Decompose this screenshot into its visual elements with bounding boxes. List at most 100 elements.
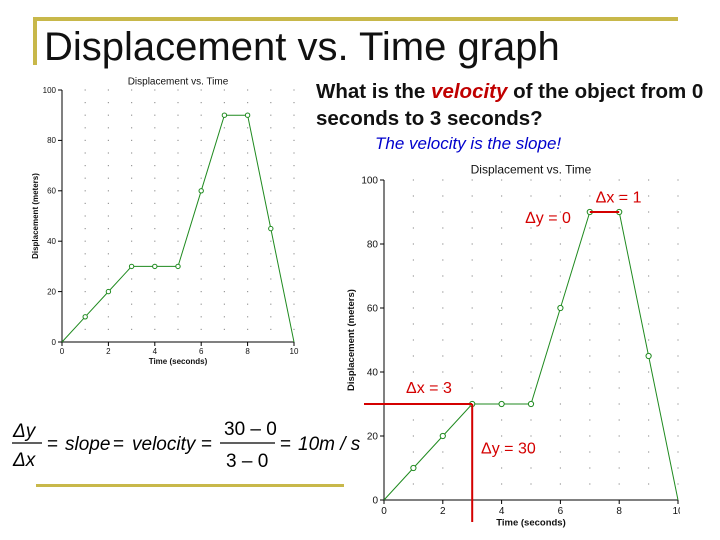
grid-dot (618, 275, 620, 277)
grid-dot (131, 328, 133, 330)
grid-dot (648, 195, 650, 197)
grid-dot (559, 211, 561, 213)
grid-dot (471, 387, 473, 389)
grid-dot (154, 240, 156, 242)
grid-dot (677, 259, 679, 261)
grid-dot (293, 316, 295, 318)
grid-dot (530, 451, 532, 453)
grid-dot (559, 451, 561, 453)
grid-dot (84, 177, 86, 179)
grid-dot (559, 339, 561, 341)
grid-dot (530, 387, 532, 389)
grid-dot (223, 303, 225, 305)
grid-dot (247, 328, 249, 330)
y-tick-label: 40 (367, 368, 379, 379)
grid-dot (648, 243, 650, 245)
grid-dot (177, 215, 179, 217)
grid-dot (501, 195, 503, 197)
grid-dot (471, 211, 473, 213)
grid-dot (589, 339, 591, 341)
grid-dot (559, 435, 561, 437)
grid-dot (412, 435, 414, 437)
grid-dot (223, 165, 225, 167)
grid-dot (618, 483, 620, 485)
grid-dot (677, 211, 679, 213)
grid-dot (442, 419, 444, 421)
grid-dot (677, 291, 679, 293)
grid-dot (200, 127, 202, 129)
grid-dot (154, 177, 156, 179)
grid-dot (677, 371, 679, 373)
grid-dot (247, 253, 249, 255)
grid-dot (677, 275, 679, 277)
grid-dot (200, 89, 202, 91)
formula-numerator: 30 – 0 (224, 419, 277, 440)
grid-dot (589, 275, 591, 277)
grid-dot (270, 139, 272, 141)
grid-dot (442, 275, 444, 277)
grid-dot (247, 89, 249, 91)
grid-dot (412, 243, 414, 245)
grid-dot (177, 291, 179, 293)
grid-dot (177, 127, 179, 129)
grid-dot (247, 228, 249, 230)
grid-dot (84, 202, 86, 204)
data-point (557, 304, 564, 312)
grid-dot (223, 291, 225, 293)
x-tick-label: 4 (499, 506, 505, 517)
y-tick-label: 0 (52, 338, 57, 347)
x-tick-label: 6 (558, 506, 564, 517)
grid-dot (84, 265, 86, 267)
grid-dot (107, 202, 109, 204)
grid-dot (648, 387, 650, 389)
grid-dot (247, 278, 249, 280)
grid-dot (559, 291, 561, 293)
grid-dot (223, 177, 225, 179)
grid-dot (223, 265, 225, 267)
grid-dot (247, 190, 249, 192)
grid-dot (412, 323, 414, 325)
y-tick-label: 20 (367, 432, 379, 443)
grid-dot (223, 240, 225, 242)
grid-dot (530, 355, 532, 357)
grid-dot (677, 483, 679, 485)
grid-dot (84, 190, 86, 192)
y-tick-label: 80 (47, 136, 56, 145)
grid-dot (270, 253, 272, 255)
x-tick-label: 0 (60, 347, 65, 356)
grid-dot (131, 228, 133, 230)
grid-dot (270, 190, 272, 192)
grid-dot (270, 215, 272, 217)
grid-dot (618, 403, 620, 405)
grid-dot (530, 323, 532, 325)
grid-dot (648, 307, 650, 309)
grid-dot (501, 275, 503, 277)
grid-dot (442, 227, 444, 229)
grid-dot (177, 240, 179, 242)
grid-dot (559, 275, 561, 277)
grid-dot (589, 259, 591, 261)
grid-dot (442, 323, 444, 325)
grid-dot (530, 483, 532, 485)
grid-dot (247, 303, 249, 305)
answer-text: The velocity is the slope! (375, 134, 562, 153)
grid-dot (200, 228, 202, 230)
grid-dot (84, 89, 86, 91)
grid-dot (677, 467, 679, 469)
grid-dot (293, 328, 295, 330)
grid-dot (618, 339, 620, 341)
grid-dot (589, 467, 591, 469)
grid-dot (293, 278, 295, 280)
grid-dot (131, 102, 133, 104)
grid-dot (107, 240, 109, 242)
grid-dot (530, 339, 532, 341)
grid-dot (501, 355, 503, 357)
grid-dot (530, 371, 532, 373)
grid-dot (648, 371, 650, 373)
grid-dot (154, 215, 156, 217)
grid-dot (677, 387, 679, 389)
data-point (105, 288, 112, 295)
grid-dot (247, 265, 249, 267)
grid-dot (442, 387, 444, 389)
grid-dot (131, 177, 133, 179)
